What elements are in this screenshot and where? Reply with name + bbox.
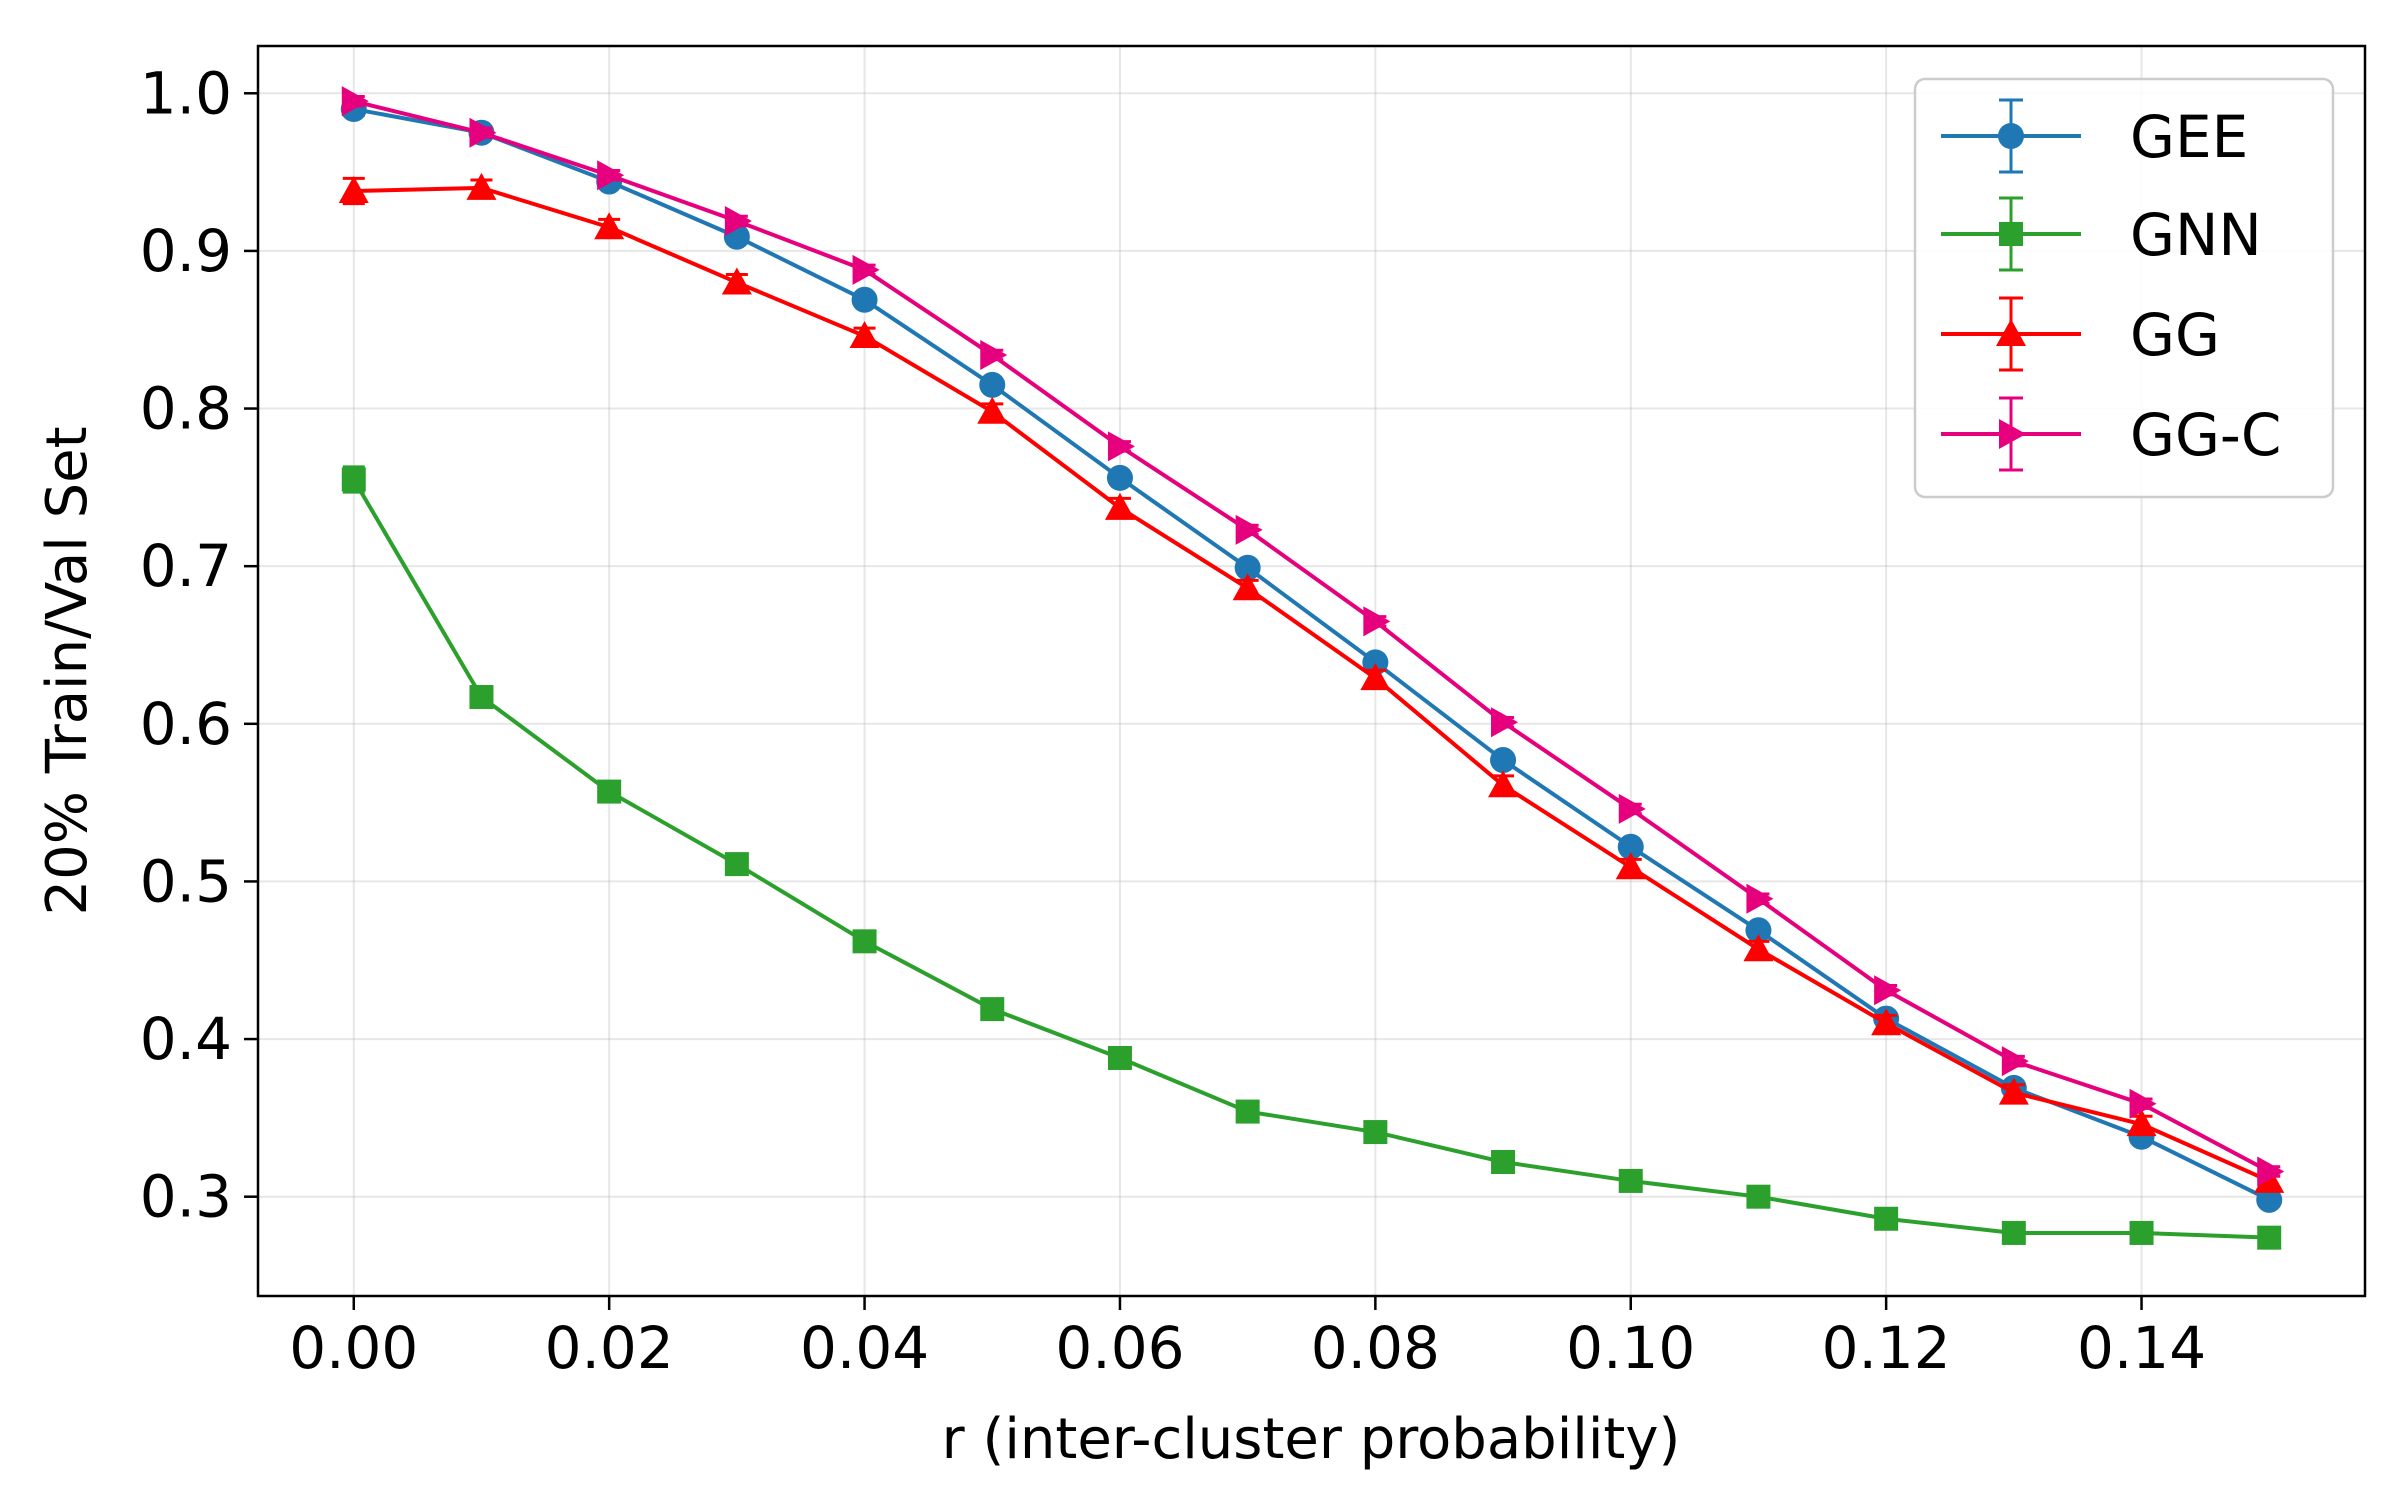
data-point-gg bbox=[1743, 934, 1774, 962]
data-point-gg bbox=[721, 267, 752, 295]
x-tick-label: 0.12 bbox=[1822, 1314, 1951, 1382]
data-point-gee bbox=[979, 371, 1006, 398]
x-tick-label: 0.04 bbox=[800, 1314, 929, 1382]
legend-item-gee: GEE bbox=[1941, 98, 2248, 174]
data-point-gnn bbox=[469, 685, 494, 710]
series-gnn bbox=[341, 465, 2282, 1250]
data-point-gee bbox=[1234, 554, 1261, 581]
legend-marker-gnn bbox=[1999, 222, 2023, 246]
legend-marker-gee bbox=[1998, 123, 2024, 149]
series-line-gg-c bbox=[353, 99, 2271, 1174]
y-tick-label: 0.7 bbox=[140, 532, 232, 600]
data-point-gnn bbox=[980, 997, 1005, 1022]
data-point-gg-c bbox=[1874, 975, 1902, 1006]
y-tick-label: 0.9 bbox=[140, 217, 232, 285]
data-point-gnn bbox=[1618, 1168, 1643, 1193]
y-axis-label: 20% Train/Val Set bbox=[35, 426, 100, 915]
legend-marker-gg bbox=[1996, 319, 2026, 346]
data-point-gg bbox=[594, 212, 625, 240]
legend-item-gnn: GNN bbox=[1941, 196, 2262, 272]
data-point-gnn bbox=[1874, 1206, 1899, 1231]
y-tick-label: 0.8 bbox=[140, 375, 232, 443]
data-point-gg bbox=[1488, 770, 1519, 798]
data-point-gg bbox=[849, 321, 880, 349]
data-point-gg-c bbox=[341, 86, 369, 117]
data-point-gg-c bbox=[980, 339, 1008, 370]
legend-label-gg-c: GG-C bbox=[2130, 401, 2281, 469]
data-point-gnn bbox=[724, 852, 749, 877]
data-point-gnn bbox=[341, 467, 366, 492]
data-point-gnn bbox=[1746, 1184, 1771, 1209]
series-line-gg bbox=[353, 185, 2271, 1183]
legend-label-gee: GEE bbox=[2130, 103, 2248, 171]
x-tick-label: 0.00 bbox=[289, 1314, 418, 1382]
data-point-gnn bbox=[1491, 1150, 1516, 1175]
x-tick-label: 0.02 bbox=[545, 1314, 674, 1382]
data-point-gg bbox=[1871, 1008, 1902, 1036]
x-tick-label: 0.14 bbox=[2077, 1314, 2206, 1382]
data-point-gnn bbox=[2257, 1225, 2282, 1250]
legend-label-gnn: GNN bbox=[2130, 201, 2262, 269]
y-tick-label: 0.6 bbox=[140, 690, 232, 758]
data-point-gg bbox=[1615, 852, 1646, 880]
data-point-gg bbox=[338, 176, 369, 204]
legend-box bbox=[1913, 77, 2335, 499]
data-point-gg-c bbox=[724, 205, 752, 236]
series-layer bbox=[338, 86, 2285, 1250]
legend-marker-gg-c bbox=[1999, 419, 2026, 449]
data-point-gnn bbox=[852, 929, 877, 954]
data-point-gnn bbox=[2129, 1220, 2154, 1245]
x-tick-label: 0.10 bbox=[1566, 1314, 1695, 1382]
data-point-gnn bbox=[1363, 1120, 1388, 1145]
data-point-gee bbox=[1617, 833, 1644, 860]
data-point-gg-c bbox=[2001, 1046, 2029, 1077]
data-point-gee bbox=[1106, 464, 1133, 491]
data-point-gee bbox=[851, 286, 878, 313]
series-line-gee bbox=[353, 107, 2271, 1202]
data-point-gnn bbox=[1235, 1099, 1260, 1124]
y-tick-label: 0.4 bbox=[140, 1005, 232, 1073]
x-tick-label: 0.06 bbox=[1055, 1314, 1184, 1382]
series-gg bbox=[338, 172, 2285, 1193]
legend-item-gg: GG bbox=[1941, 296, 2220, 372]
data-point-gg-c bbox=[1746, 883, 1774, 914]
data-point-gg bbox=[977, 396, 1008, 424]
data-point-gnn bbox=[1107, 1045, 1132, 1070]
data-point-gnn bbox=[2001, 1220, 2026, 1245]
y-tick-label: 1.0 bbox=[140, 59, 232, 127]
data-point-gee bbox=[2256, 1186, 2283, 1213]
data-point-gg-c bbox=[852, 254, 880, 285]
plot-frame bbox=[256, 44, 2367, 1298]
series-line-gnn bbox=[352, 478, 2270, 1240]
data-point-gg-c bbox=[2257, 1156, 2285, 1187]
data-point-gg bbox=[466, 172, 497, 200]
series-gg-c bbox=[341, 86, 2285, 1187]
data-point-gg bbox=[2126, 1109, 2157, 1137]
data-point-gg-c bbox=[1107, 431, 1135, 462]
data-point-gg bbox=[1998, 1077, 2029, 1105]
data-point-gnn bbox=[597, 779, 622, 804]
axis-ticks: 0.00 0.02 0.04 0.06 0.08 0.10 0.12 0.14 0.3 0.4 0.… bbox=[140, 59, 2206, 1382]
legend-label-gg: GG bbox=[2130, 301, 2220, 369]
x-axis-label: r (inter-cluster probability) bbox=[942, 1407, 1681, 1472]
y-tick-label: 0.3 bbox=[140, 1163, 232, 1231]
data-point-gg-c bbox=[469, 117, 497, 148]
data-point-gg bbox=[1360, 663, 1391, 691]
x-tick-label: 0.08 bbox=[1311, 1314, 1440, 1382]
data-point-gg-c bbox=[1235, 514, 1263, 545]
legend-item-gg-c: GG-C bbox=[1941, 396, 2281, 472]
data-point-gee bbox=[1490, 747, 1517, 774]
data-point-gee bbox=[1745, 917, 1772, 944]
data-point-gg-c bbox=[2129, 1088, 2157, 1119]
data-point-gg-c bbox=[1363, 606, 1391, 637]
y-tick-label: 0.5 bbox=[140, 847, 232, 915]
data-point-gg-c bbox=[1491, 707, 1519, 738]
legend: GEE GNN GG GG-C bbox=[1913, 77, 2335, 499]
data-point-gg bbox=[1232, 573, 1263, 601]
data-point-gg-c bbox=[1618, 793, 1646, 824]
data-point-gg-c bbox=[597, 160, 625, 191]
data-point-gg bbox=[1104, 492, 1135, 520]
